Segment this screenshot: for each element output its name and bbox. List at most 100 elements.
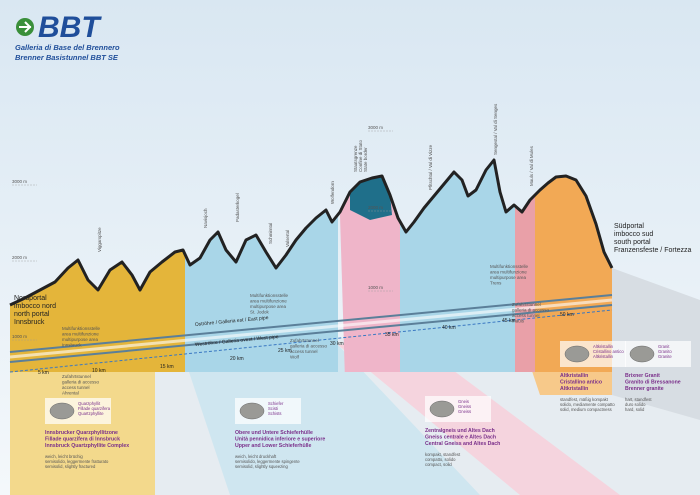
elevation-label: 3000 m: [12, 179, 27, 184]
south-portal: south portal: [614, 239, 651, 246]
rock-tag: Granit: [658, 344, 670, 349]
subtitle: Brenner Basistunnel BBT SE: [15, 53, 119, 62]
south-portal: imbocco sud: [614, 231, 653, 238]
band-quartzphyllite: [10, 372, 155, 495]
multipurpose-label: Innsbruck: [62, 343, 82, 348]
logo-arrow: [19, 21, 32, 33]
rock-tag: Quarzphyllit: [78, 401, 101, 406]
rock-sample: [429, 400, 455, 418]
access-label: Ahrental: [62, 391, 79, 396]
south-portal: Südportal: [614, 223, 644, 230]
multipurpose-label: area multifunzione: [250, 299, 287, 304]
peak-label: Sengestal / Val di Senges: [493, 103, 498, 155]
access-label: access tunnel: [62, 385, 90, 390]
zone-core: [350, 176, 392, 220]
rock-property: standfest, mäßig kompakt: [560, 397, 609, 402]
peak-label: Navisjoch: [203, 208, 208, 228]
north-portal: Nordportal: [14, 295, 47, 302]
peak-label: Mauls / Val di Mules: [529, 145, 534, 186]
multipurpose-label: St. Jodok: [250, 310, 270, 315]
north-portal: north portal: [14, 311, 50, 318]
access-label: access tunnel: [512, 313, 540, 318]
peak-label: Staatsgrenze: [353, 145, 358, 172]
km-label: 35 km: [385, 332, 399, 338]
multipurpose-label: Multifunktionsstelle: [490, 264, 529, 269]
rock-name: Innsbrucker Quarzphyllitzone: [45, 430, 118, 436]
rock-name: Fillade quarzifera di Innsbruck: [45, 437, 120, 443]
rock-property: hart, standfest: [625, 397, 652, 402]
rock-name: Upper and Lower Schieferhülle: [235, 443, 312, 449]
rock-tag: Fillade quarzifera: [78, 406, 111, 411]
rock-tag: Altkristallin: [593, 354, 614, 359]
access-label: Zufahrtstunnel: [62, 374, 91, 379]
rock-name: Cristallino antico: [560, 380, 602, 386]
rock-tag: Schists: [268, 411, 282, 416]
km-label: 45 km: [502, 318, 516, 324]
rock-name: Gneiss centrale e Altes Dach: [425, 435, 496, 441]
rock-sample: [49, 402, 75, 420]
elevation-label: 2000 m: [12, 255, 27, 260]
access-label: Mauls: [512, 319, 525, 324]
elevation-label: 3000 m: [368, 125, 383, 130]
km-label: 25 km: [278, 348, 292, 354]
tunnel-core: [9, 298, 613, 359]
multipurpose-label: area multifunzione: [490, 270, 527, 275]
elevation-label: 2000 m: [368, 205, 383, 210]
rock-tag: Cristallino antico: [593, 349, 624, 354]
rock-property: semisolid, slightly fractured: [45, 464, 96, 469]
multipurpose-label: Multifunktionsstelle: [250, 293, 289, 298]
peak-label: Viggarspitze: [97, 227, 102, 252]
rock-tag: Granito: [658, 349, 672, 354]
west-tube: [9, 304, 613, 363]
logo: BBT: [38, 11, 102, 44]
south-portal: Franzensfeste / Fortezza: [614, 247, 692, 254]
rock-sample: [564, 345, 590, 363]
rock-property: hard, solid: [625, 407, 645, 412]
access-label: Zufahrtstunnel: [512, 302, 541, 307]
km-label: 50 km: [560, 312, 574, 318]
north-portal: Innsbruck: [14, 319, 45, 326]
elevation-label: 1000 m: [12, 334, 27, 339]
rock-property: solido, mediamente compatto: [560, 402, 615, 407]
peak-label: Pfitschtal / Val di Vizze: [428, 144, 433, 190]
access-label: galleria di accesso: [512, 308, 550, 313]
access-label: access tunnel: [290, 349, 318, 354]
peak-label: Valsertal: [285, 230, 290, 247]
rock-property: semisolid, slightly squeezing: [235, 464, 289, 469]
rock-name: Central Gneiss and Altes Dach: [425, 441, 500, 447]
rock-property: compact, solid: [425, 462, 452, 467]
rock-tag: Schiefer: [268, 401, 284, 406]
multipurpose-label: multipurpose area: [62, 337, 99, 342]
km-label: 5 km: [38, 370, 49, 376]
rock-property: weich, leicht druckhaft: [235, 454, 277, 459]
north-portal: imbocco nord: [14, 303, 56, 310]
rock-property: compatto, solido: [425, 457, 456, 462]
access-label: galleria di accesso: [62, 380, 100, 385]
rock-name: Brenner granite: [625, 386, 664, 392]
rock-tag: Altkristallin: [593, 344, 614, 349]
subtitle: Galleria di Base del Brennero: [15, 43, 120, 52]
east-tube: [9, 294, 613, 353]
multipurpose-label: area multifunzione: [62, 332, 99, 337]
rock-property: semisolido, leggermente spingente: [235, 459, 300, 464]
rock-name: Unità pennidica inferiore e superiore: [235, 437, 325, 443]
peak-label: State border: [363, 147, 368, 172]
rock-sample: [629, 345, 655, 363]
rock-tag: Quartzphyllite: [78, 411, 104, 416]
access-label: Wolf: [290, 355, 300, 360]
rock-tag: Gneiss: [458, 409, 471, 414]
rock-property: duro solido: [625, 402, 646, 407]
peak-label: Schmirntal: [268, 223, 273, 244]
terrain-outline: [9, 158, 614, 307]
km-label: 15 km: [160, 364, 174, 370]
band-schist: [185, 345, 480, 495]
rock-tag: Gneiss: [458, 404, 471, 409]
rock-property: solid, medium compactness: [560, 407, 612, 412]
km-label: 10 km: [92, 368, 106, 374]
rock-name: Zentralgneis und Altes Dach: [425, 428, 495, 434]
km-label: 30 km: [330, 341, 344, 347]
km-label: 20 km: [230, 356, 244, 362]
rock-tag: Scisti: [268, 406, 278, 411]
rock-property: kompakt, standfest: [425, 452, 461, 457]
